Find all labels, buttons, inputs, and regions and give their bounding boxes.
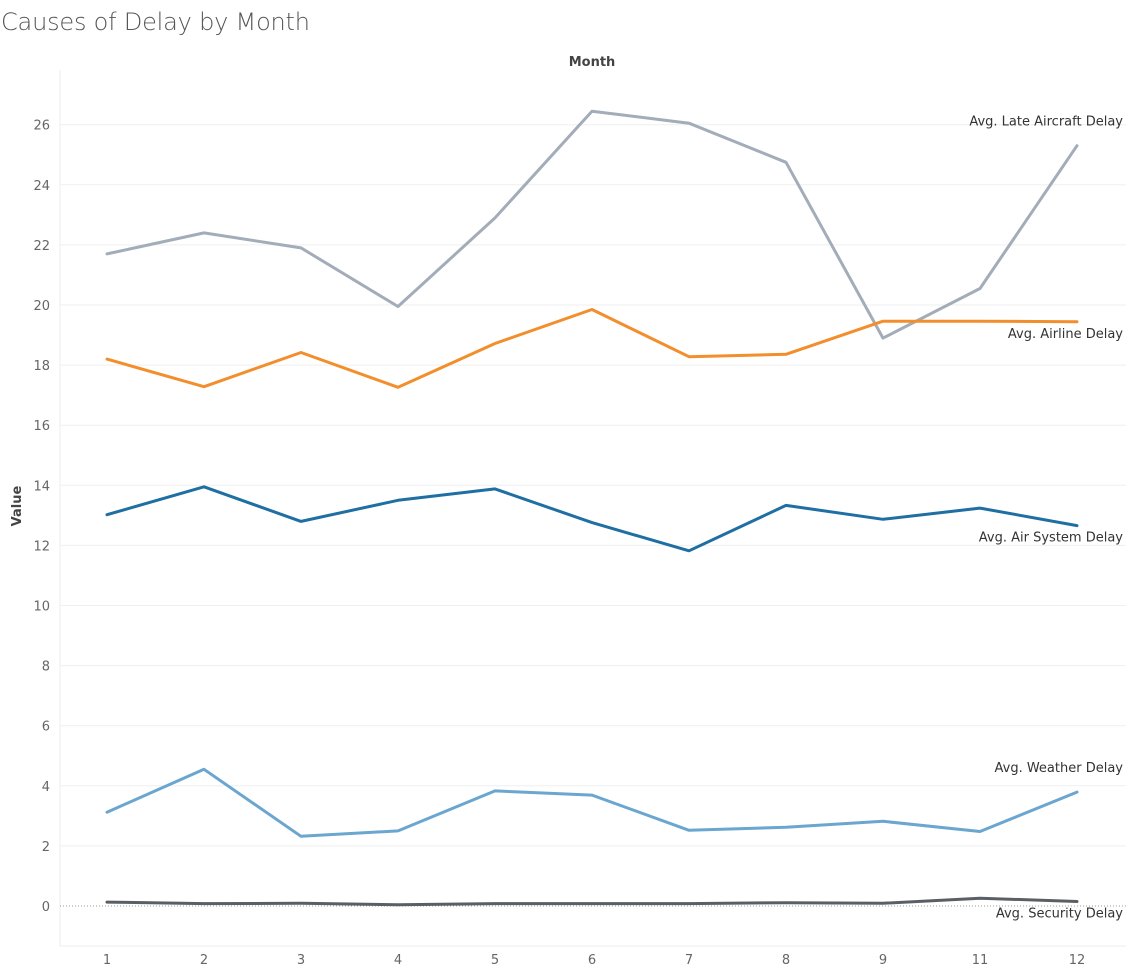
series-line — [105, 109, 1079, 340]
series-label: Avg. Air System Delay — [979, 531, 1124, 546]
y-tick-label: 22 — [33, 239, 50, 254]
y-tick-label: 24 — [33, 179, 50, 194]
series-label: Avg. Late Aircraft Delay — [969, 115, 1123, 130]
y-tick-label: 12 — [33, 539, 50, 554]
x-tick-label: 11 — [972, 953, 989, 968]
series-label: Avg. Security Delay — [996, 906, 1123, 921]
series-label: Avg. Weather Delay — [995, 761, 1124, 776]
series-labels: Avg. Late Aircraft Delay Avg. Airline Del… — [969, 115, 1123, 922]
y-tick-label: 2 — [42, 840, 50, 855]
x-tick-label: 5 — [491, 953, 499, 968]
y-tick-label: 6 — [42, 720, 50, 735]
y-tick-label: 10 — [33, 600, 50, 615]
x-tick-label: 8 — [782, 953, 790, 968]
y-tick-label: 18 — [33, 359, 50, 374]
y-axis-title: Value — [10, 485, 25, 526]
y-tick-label: 26 — [33, 119, 50, 134]
y-tick-label: 8 — [42, 660, 50, 675]
x-tick-label: 9 — [879, 953, 887, 968]
x-tick-label: 6 — [588, 953, 596, 968]
series-label: Avg. Airline Delay — [1008, 327, 1123, 342]
y-tick-label: 20 — [33, 299, 50, 314]
x-axis-title: Month — [569, 55, 616, 70]
x-tick-label: 12 — [1069, 953, 1086, 968]
series-line — [105, 308, 1079, 389]
x-tick-label: 2 — [200, 953, 208, 968]
series-line — [105, 896, 1079, 907]
series-line — [105, 485, 1079, 553]
series-line — [105, 767, 1079, 838]
y-tick-label: 4 — [42, 780, 50, 795]
chart-title: Causes of Delay by Month — [1, 8, 310, 36]
x-tick-label: 3 — [297, 953, 305, 968]
y-tick-label: 16 — [33, 419, 50, 434]
series-lines — [105, 109, 1079, 907]
y-tick-label: 0 — [42, 900, 50, 915]
x-tick-label: 7 — [685, 953, 693, 968]
y-tick-label: 14 — [33, 479, 50, 494]
x-tick-label: 4 — [394, 953, 402, 968]
gridlines — [59, 70, 1126, 947]
x-tick-label: 1 — [103, 953, 111, 968]
